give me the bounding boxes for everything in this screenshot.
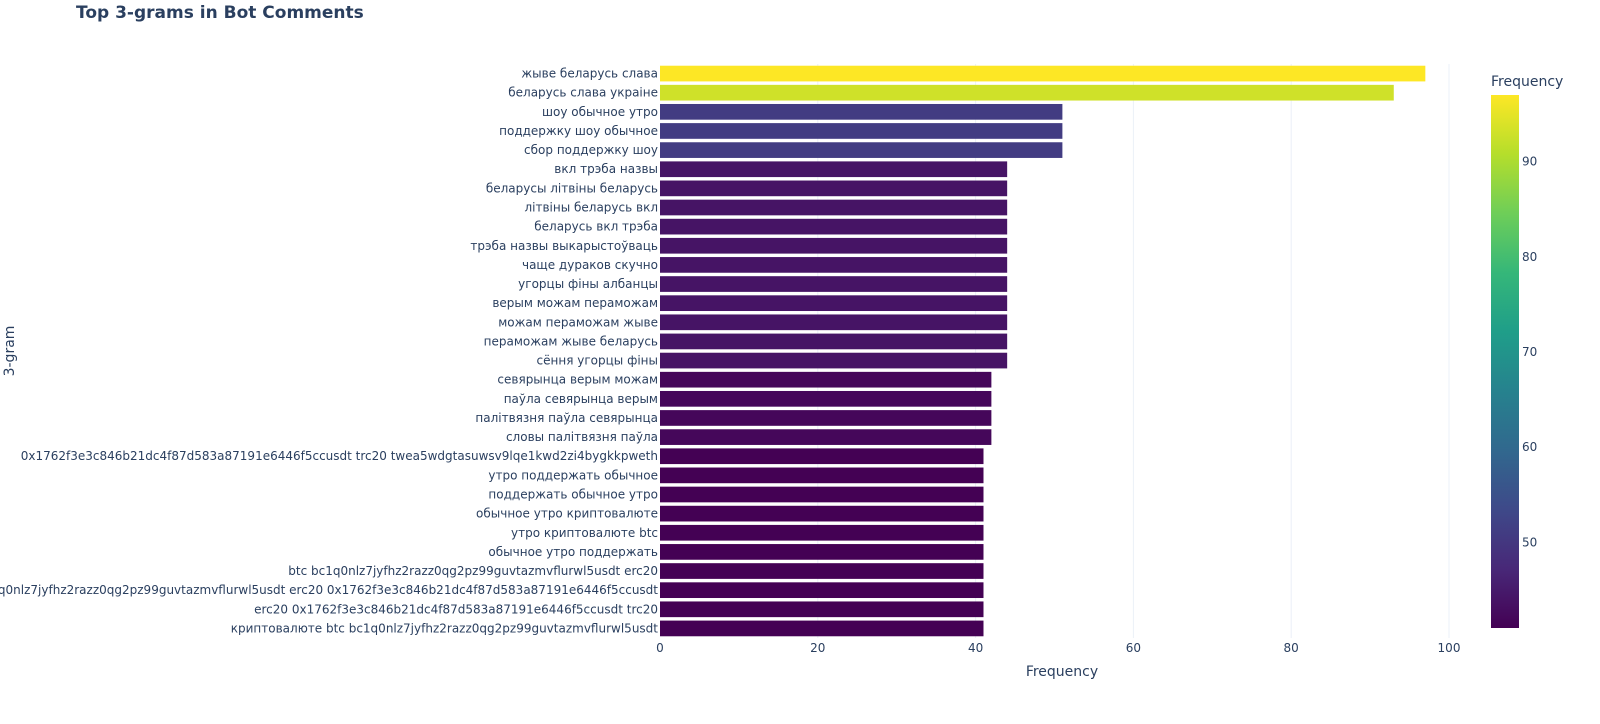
colorbar bbox=[1491, 95, 1519, 628]
colorbar-tick-label: 60 bbox=[1522, 440, 1537, 454]
bar[interactable] bbox=[660, 505, 984, 522]
bar[interactable] bbox=[660, 429, 992, 445]
bar[interactable] bbox=[660, 410, 992, 426]
x-tick-labels: 0 20 40 60 80 100 bbox=[656, 641, 1460, 655]
y-tick-label: угорцы фіны албанцы bbox=[518, 277, 658, 291]
x-tick-label: 80 bbox=[1284, 641, 1299, 655]
y-tick-label: erc20 0x1762f3e3c846b21dc4f87d583a87191e… bbox=[254, 602, 658, 616]
bar[interactable] bbox=[660, 467, 984, 484]
colorbar-ticks: 50 60 70 80 90 bbox=[1522, 155, 1537, 550]
chart-title: Top 3-grams in Bot Comments bbox=[76, 3, 364, 23]
y-tick-label: 0x1762f3e3c846b21dc4f87d583a87191e6446f5… bbox=[21, 449, 658, 463]
y-tick-label: можам пераможам жыве bbox=[498, 315, 658, 329]
bar[interactable] bbox=[660, 257, 1008, 273]
y-tick-label: беларусы літвіны беларусь bbox=[486, 181, 658, 195]
colorbar-tick-label: 70 bbox=[1522, 345, 1537, 359]
bar[interactable] bbox=[660, 390, 992, 407]
bar[interactable] bbox=[660, 84, 1394, 101]
bar[interactable] bbox=[660, 620, 984, 637]
colorbar-tick-label: 90 bbox=[1522, 155, 1537, 169]
bar[interactable] bbox=[660, 486, 984, 503]
y-tick-label: літвіны беларусь вкл bbox=[524, 201, 658, 215]
bar[interactable] bbox=[660, 276, 1008, 292]
bar[interactable] bbox=[660, 582, 984, 599]
y-tick-label: поддержку шоу обычное bbox=[499, 124, 658, 138]
y-tick-label: bc1q0nlz7jyfhz2razz0qg2pz99guvtazmvflurw… bbox=[0, 583, 658, 597]
y-tick-label: пераможам жыве беларусь bbox=[484, 334, 658, 348]
colorbar-tick-label: 50 bbox=[1522, 535, 1537, 549]
y-tick-label: btc bc1q0nlz7jyfhz2razz0qg2pz99guvtazmvf… bbox=[288, 564, 658, 578]
bar[interactable] bbox=[660, 544, 984, 560]
y-tick-label: трэба назвы выкарыстоўваць bbox=[470, 239, 658, 253]
bar[interactable] bbox=[660, 103, 1063, 120]
bar[interactable] bbox=[660, 371, 992, 388]
y-tick-label: поддержать обычное утро bbox=[488, 488, 658, 502]
bar[interactable] bbox=[660, 563, 984, 579]
y-tick-label: обычное утро поддержать bbox=[488, 545, 658, 559]
x-axis-title: Frequency bbox=[1026, 664, 1098, 680]
x-tick-label: 60 bbox=[1126, 641, 1141, 655]
bar[interactable] bbox=[660, 333, 1008, 350]
y-tick-label: чаще дураков скучно bbox=[522, 258, 658, 272]
colorbar-title: Frequency bbox=[1491, 74, 1563, 90]
bar[interactable] bbox=[660, 295, 1008, 312]
y-tick-label: утро поддержать обычное bbox=[488, 468, 658, 482]
y-tick-label: сёння угорцы фіны bbox=[537, 354, 658, 368]
y-tick-label: жыве беларусь слава bbox=[521, 67, 658, 81]
bar[interactable] bbox=[660, 352, 1008, 369]
y-axis-title: 3-gram bbox=[2, 326, 18, 377]
y-tick-label: паўла севярынца верым bbox=[504, 392, 658, 406]
y-tick-label: криптовалюте btc bc1q0nlz7jyfhz2razz0qg2… bbox=[231, 621, 659, 635]
colorbar-tick-label: 80 bbox=[1522, 250, 1537, 264]
bar[interactable] bbox=[660, 65, 1426, 82]
y-tick-label: вкл трэба назвы bbox=[554, 162, 658, 176]
bar[interactable] bbox=[660, 123, 1063, 139]
y-tick-label: шоу обычное утро bbox=[542, 105, 658, 119]
bar[interactable] bbox=[660, 161, 1008, 178]
bar[interactable] bbox=[660, 314, 1008, 331]
x-tick-label: 40 bbox=[968, 641, 983, 655]
y-tick-label: обычное утро криптовалюте bbox=[476, 507, 658, 521]
bar[interactable] bbox=[660, 448, 984, 465]
y-tick-label: верым можам пераможам bbox=[492, 296, 658, 310]
bar[interactable] bbox=[660, 180, 1008, 197]
bar[interactable] bbox=[660, 218, 1008, 235]
x-tick-label: 20 bbox=[810, 641, 825, 655]
gridlines bbox=[817, 64, 1450, 638]
bar[interactable] bbox=[660, 142, 1063, 158]
y-tick-label: беларусь вкл трэба bbox=[534, 220, 658, 234]
y-tick-label: словы палітвязня паўла bbox=[506, 430, 658, 444]
bar[interactable] bbox=[660, 601, 984, 618]
y-tick-label: утро криптовалюте btc bbox=[511, 526, 658, 540]
y-tick-labels: жыве беларусь слава беларусь слава украін… bbox=[0, 67, 658, 636]
bar[interactable] bbox=[660, 199, 1008, 216]
y-tick-label: севярынца верым можам bbox=[497, 373, 658, 387]
x-tick-label: 0 bbox=[656, 641, 664, 655]
y-tick-label: сбор поддержку шоу bbox=[524, 143, 658, 157]
y-tick-label: беларусь слава украіне bbox=[508, 86, 658, 100]
x-tick-label: 100 bbox=[1438, 641, 1461, 655]
bars bbox=[660, 65, 1426, 637]
bar[interactable] bbox=[660, 237, 1008, 254]
bar[interactable] bbox=[660, 524, 984, 541]
y-tick-label: палітвязня паўла севярынца bbox=[475, 411, 658, 425]
